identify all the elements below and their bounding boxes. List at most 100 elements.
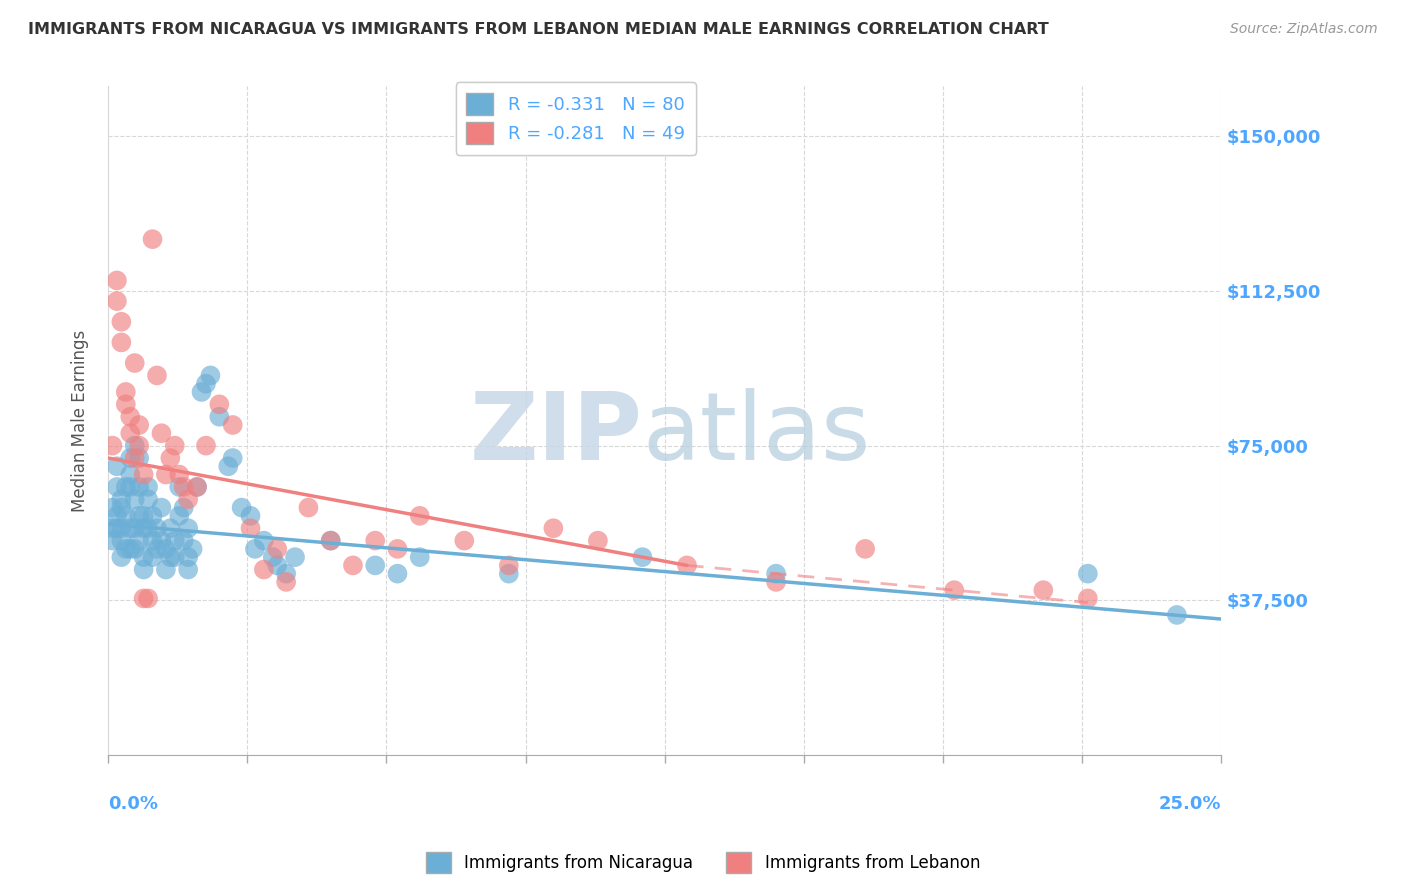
Point [186, 480, 208, 494]
Point [498, 566, 520, 581]
Point [155, 541, 177, 556]
Point [266, 541, 288, 556]
Point [177, 562, 200, 576]
Point [124, 450, 146, 465]
Point [110, 315, 132, 329]
Point [173, 480, 195, 494]
Point [1077, 566, 1099, 581]
Text: atlas: atlas [643, 388, 870, 480]
Point [110, 500, 132, 515]
Point [141, 232, 163, 246]
Point [110, 550, 132, 565]
Point [124, 356, 146, 370]
Point [194, 376, 217, 391]
Point [387, 566, 409, 581]
Point [167, 467, 190, 482]
Point [132, 562, 155, 576]
Point [132, 508, 155, 523]
Point [319, 533, 342, 548]
Point [128, 417, 150, 432]
Point [364, 558, 387, 573]
Point [128, 439, 150, 453]
Point [177, 521, 200, 535]
Point [1077, 591, 1099, 606]
Point [128, 480, 150, 494]
Point [141, 550, 163, 565]
Point [132, 521, 155, 535]
Point [181, 541, 204, 556]
Point [132, 467, 155, 482]
Point [150, 426, 173, 441]
Point [114, 541, 136, 556]
Point [141, 508, 163, 523]
Point [105, 459, 128, 474]
Point [177, 550, 200, 565]
Point [453, 533, 475, 548]
Point [222, 417, 245, 432]
Point [105, 294, 128, 309]
Point [217, 459, 239, 474]
Point [120, 426, 142, 441]
Point [146, 368, 169, 383]
Point [543, 521, 565, 535]
Legend: Immigrants from Nicaragua, Immigrants from Lebanon: Immigrants from Nicaragua, Immigrants fr… [419, 846, 987, 880]
Point [114, 508, 136, 523]
Point [208, 397, 231, 411]
Text: Source: ZipAtlas.com: Source: ZipAtlas.com [1230, 22, 1378, 37]
Point [155, 562, 177, 576]
Point [1166, 607, 1188, 622]
Text: 0.0%: 0.0% [108, 796, 157, 814]
Point [136, 492, 159, 507]
Point [114, 480, 136, 494]
Y-axis label: Median Male Earnings: Median Male Earnings [72, 330, 89, 512]
Point [136, 591, 159, 606]
Point [110, 533, 132, 548]
Point [319, 533, 342, 548]
Point [114, 397, 136, 411]
Point [124, 439, 146, 453]
Point [943, 583, 966, 598]
Point [765, 566, 787, 581]
Point [110, 521, 132, 535]
Point [498, 558, 520, 573]
Point [105, 273, 128, 287]
Point [124, 492, 146, 507]
Point [177, 492, 200, 507]
Point [364, 533, 387, 548]
Point [105, 508, 128, 523]
Text: IMMIGRANTS FROM NICARAGUA VS IMMIGRANTS FROM LEBANON MEDIAN MALE EARNINGS CORREL: IMMIGRANTS FROM NICARAGUA VS IMMIGRANTS … [28, 22, 1049, 37]
Point [155, 467, 177, 482]
Point [136, 521, 159, 535]
Point [146, 521, 169, 535]
Point [222, 450, 245, 465]
Text: 25.0%: 25.0% [1159, 796, 1222, 814]
Point [141, 533, 163, 548]
Point [105, 480, 128, 494]
Point [150, 533, 173, 548]
Point [342, 558, 364, 573]
Point [105, 521, 128, 535]
Point [159, 521, 181, 535]
Point [159, 450, 181, 465]
Point [128, 450, 150, 465]
Point [110, 335, 132, 350]
Point [262, 550, 284, 565]
Point [631, 550, 654, 565]
Point [1032, 583, 1054, 598]
Point [163, 533, 186, 548]
Point [676, 558, 699, 573]
Point [253, 533, 276, 548]
Point [136, 480, 159, 494]
Point [150, 500, 173, 515]
Point [208, 409, 231, 424]
Point [124, 541, 146, 556]
Point [128, 508, 150, 523]
Point [586, 533, 609, 548]
Text: ZIP: ZIP [470, 388, 643, 480]
Point [243, 541, 266, 556]
Point [163, 439, 186, 453]
Point [765, 574, 787, 589]
Point [146, 541, 169, 556]
Point [173, 533, 195, 548]
Point [120, 450, 142, 465]
